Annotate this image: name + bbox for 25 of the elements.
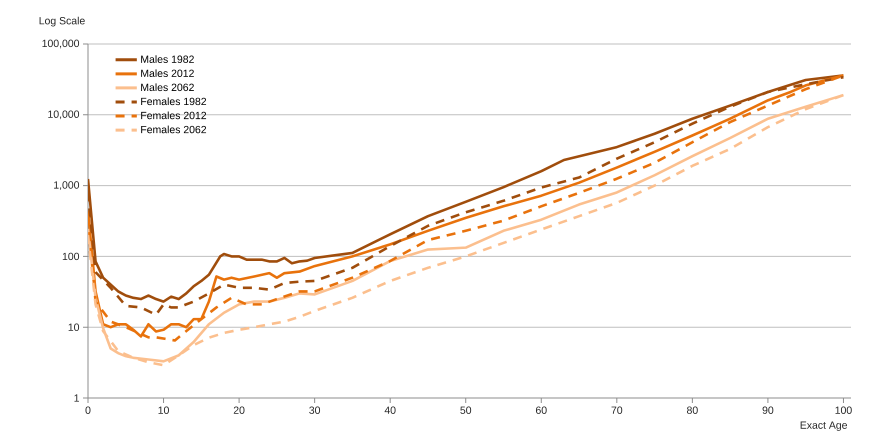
- y-axis-title: Log Scale: [40, 16, 85, 26]
- x-tick-label: 30: [309, 406, 320, 414]
- legend-label: Females 2012: [141, 112, 206, 120]
- y-tick-label: 100: [62, 252, 80, 260]
- y-tick-label: 100,000: [42, 40, 80, 48]
- x-tick-label: 90: [762, 406, 774, 414]
- legend-label: Females 1982: [141, 97, 206, 106]
- x-axis-title: Exact Age: [800, 422, 848, 431]
- y-tick-label: 1: [74, 394, 79, 402]
- x-tick-label: 70: [612, 406, 622, 414]
- y-tick-label: 10: [68, 324, 80, 331]
- x-tick-label: 10: [158, 406, 169, 414]
- x-tick-label: 80: [687, 406, 698, 414]
- x-tick-label: 20: [234, 406, 244, 414]
- legend-label: Males 2012: [141, 69, 194, 78]
- legend-label: Males 2062: [141, 83, 194, 92]
- legend-label: Males 1982: [141, 55, 194, 63]
- y-tick-label: 10,000: [48, 110, 80, 120]
- y-tick-label: 1,000: [54, 181, 80, 190]
- x-tick-label: 50: [460, 406, 472, 414]
- x-tick-label: 100: [836, 406, 852, 414]
- legend-label: Females 2062: [141, 126, 206, 134]
- x-tick-label: 60: [536, 406, 547, 414]
- x-tick-label: 0: [85, 406, 90, 414]
- x-tick-label: 40: [384, 406, 396, 414]
